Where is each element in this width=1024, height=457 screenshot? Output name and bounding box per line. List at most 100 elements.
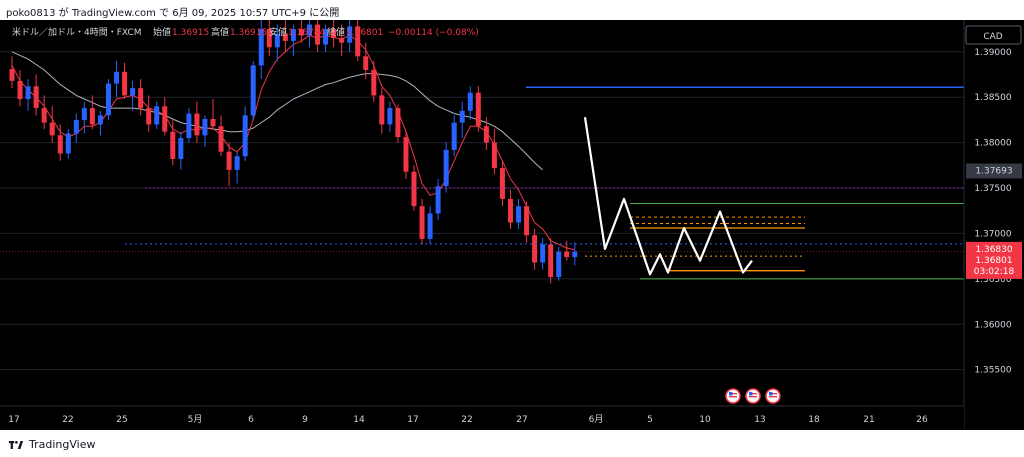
candle-body bbox=[250, 65, 256, 116]
legend-change: −0.00114 (−0.08%) bbox=[388, 28, 479, 38]
candle bbox=[347, 20, 353, 52]
candle bbox=[306, 20, 312, 48]
candle-body bbox=[411, 171, 417, 207]
time-tick-label: 22 bbox=[62, 415, 73, 425]
drawings bbox=[0, 86, 964, 280]
candle-body bbox=[564, 251, 570, 258]
legend-low: 1.36784 bbox=[288, 28, 325, 38]
candle-body bbox=[234, 156, 240, 170]
candle-body bbox=[162, 106, 168, 132]
candle-body bbox=[290, 29, 296, 41]
legend-close-label: 終値 bbox=[327, 26, 345, 38]
candle-body bbox=[218, 126, 224, 152]
price-tick-label: 1.36500 bbox=[974, 275, 1011, 285]
candle-body bbox=[532, 235, 538, 263]
candle bbox=[467, 86, 473, 120]
candle bbox=[250, 60, 256, 120]
time-tick-label: 18 bbox=[808, 415, 820, 425]
chart-background bbox=[0, 20, 1024, 430]
candle bbox=[532, 228, 538, 270]
candle bbox=[403, 131, 409, 179]
time-axis[interactable]: 17 22 25 5月 6 9 14 17 22 27 6月 5 10 13 18 21 26 bbox=[0, 405, 964, 430]
time-tick-label: 6 bbox=[248, 415, 254, 425]
candle bbox=[266, 20, 272, 57]
legend-open-label: 始値 bbox=[153, 26, 171, 38]
time-tick-label: 25 bbox=[116, 415, 127, 425]
candle bbox=[89, 95, 95, 129]
candle bbox=[170, 118, 176, 166]
bottom-bar: TradingView bbox=[0, 430, 1024, 457]
candle-body bbox=[371, 69, 377, 96]
candle bbox=[475, 86, 481, 132]
candle bbox=[105, 79, 111, 120]
candle bbox=[138, 79, 144, 116]
marker-price: 1.36801 bbox=[975, 256, 1012, 266]
candle-body bbox=[475, 92, 481, 127]
economic-events[interactable] bbox=[725, 388, 781, 404]
price-axis[interactable]: CAD 1.390001.385001.380001.375001.370001… bbox=[963, 20, 1024, 430]
candle bbox=[162, 97, 168, 136]
currency-badge[interactable] bbox=[965, 25, 1022, 45]
time-axis-bg bbox=[0, 406, 964, 430]
us-flag-event-icon[interactable] bbox=[725, 388, 741, 404]
time-tick-label: 9 bbox=[302, 415, 308, 425]
candle bbox=[218, 115, 224, 157]
price-chart[interactable]: 米ドル／加ドル・4時間・FXCM 始値 1.36915 高値 1.36915 安… bbox=[0, 20, 1024, 430]
candle bbox=[540, 237, 546, 270]
candle-body bbox=[491, 142, 497, 169]
candle-body bbox=[427, 213, 433, 239]
candle bbox=[524, 201, 530, 243]
candle-body bbox=[178, 138, 184, 159]
us-flag-event-icon[interactable] bbox=[765, 388, 781, 404]
legend-high-label: 高値 bbox=[211, 26, 229, 38]
marker-gray-bg bbox=[966, 163, 1022, 179]
candle-body bbox=[451, 122, 457, 150]
candle-body bbox=[122, 71, 128, 96]
candle-body bbox=[548, 244, 554, 278]
candle-body bbox=[443, 149, 449, 187]
us-flag-event-icon[interactable] bbox=[745, 388, 761, 404]
candle-body bbox=[331, 29, 337, 39]
price-tick-label: 1.37000 bbox=[974, 229, 1011, 239]
candle-body bbox=[9, 69, 15, 81]
candle bbox=[331, 20, 337, 48]
candle bbox=[210, 99, 216, 129]
candle bbox=[194, 101, 200, 143]
candle bbox=[282, 20, 288, 52]
candle bbox=[73, 113, 79, 143]
time-tick-label: 5月 bbox=[188, 414, 203, 425]
candle-body bbox=[57, 135, 63, 154]
candle-body bbox=[194, 113, 200, 136]
candle bbox=[339, 24, 345, 57]
price-tick-label: 1.36000 bbox=[974, 320, 1011, 330]
candle bbox=[65, 128, 71, 159]
candle-body bbox=[282, 33, 288, 41]
candle bbox=[242, 106, 248, 161]
candle-body bbox=[114, 71, 120, 84]
candle bbox=[395, 104, 401, 143]
candle-body bbox=[516, 206, 522, 223]
candle-body bbox=[572, 251, 578, 258]
top-bar: poko0813 が TradingView.com で 6月 09, 2025… bbox=[0, 0, 1024, 20]
chart-area[interactable]: 米ドル／加ドル・4時間・FXCM 始値 1.36915 高値 1.36915 安… bbox=[0, 20, 1024, 430]
candle-body bbox=[186, 113, 192, 139]
candle bbox=[186, 108, 192, 143]
grid-lines bbox=[0, 51, 964, 371]
candle-body bbox=[138, 88, 144, 109]
candle bbox=[9, 56, 15, 89]
candle-body bbox=[339, 38, 345, 43]
candle bbox=[491, 128, 497, 175]
candle-body bbox=[17, 80, 23, 100]
candle bbox=[435, 178, 441, 220]
publisher-line: poko0813 が TradingView.com で 6月 09, 2025… bbox=[6, 8, 340, 19]
time-tick-label: 17 bbox=[407, 415, 418, 425]
candle-body bbox=[210, 118, 216, 127]
candle bbox=[202, 115, 208, 148]
candle bbox=[178, 131, 184, 170]
candle-body bbox=[524, 206, 530, 236]
time-tick-label: 26 bbox=[916, 415, 928, 425]
candle-body bbox=[298, 29, 304, 36]
tradingview-logo[interactable]: TradingView bbox=[8, 438, 95, 451]
candle bbox=[427, 206, 433, 245]
candle-body bbox=[49, 122, 55, 136]
